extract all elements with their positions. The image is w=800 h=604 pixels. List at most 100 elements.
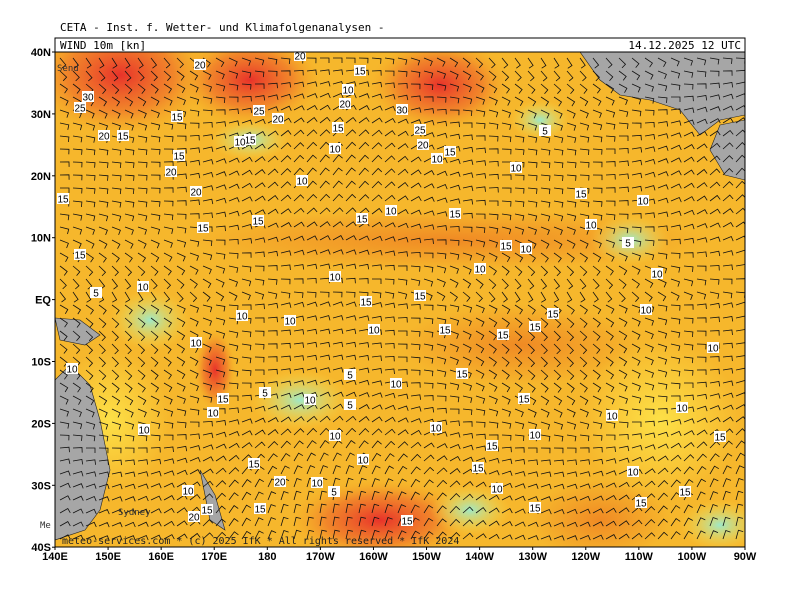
label-bg [182,485,194,496]
place: Me [40,521,51,531]
contour-label: 10 [236,312,248,323]
contour-label: 5 [347,401,353,412]
label-bg [575,188,587,199]
label-bg [449,208,461,219]
label-bg [329,143,341,154]
label-bg [173,150,185,161]
label-bg [585,219,597,230]
contour-label: 10 [491,485,503,496]
label-bg [74,102,86,113]
label-bg [472,462,484,473]
contour-label: 10 [640,306,652,317]
label-bg [244,134,256,145]
contour-label: 5 [347,371,353,382]
lat-label: 30N [31,109,51,121]
contour-label: 15 [547,310,559,321]
contour-labels: 2020151020302515252030252015101510515102… [57,52,726,528]
contour-label: 10 [357,456,369,467]
label-bg [66,363,78,374]
label-bg [637,195,649,206]
contour-label: 15 [486,442,498,453]
label-bg [360,296,372,307]
label-bg [368,324,380,335]
contour-label: 15 [173,152,185,163]
contour-label: 10 [606,412,618,423]
contour-label: 15 [500,242,512,253]
label-bg [284,315,296,326]
contour-label: 15 [356,215,368,226]
label-bg [234,136,246,147]
label-bg [539,125,551,136]
label-bg [329,271,341,282]
lat-label: 10S [31,357,51,369]
lat-label: 30S [31,480,51,492]
label-bg [354,65,366,76]
contour-label: 15 [171,113,183,124]
label-bg [414,124,426,135]
contour-label: 5 [331,488,337,499]
contour-label: 15 [244,136,256,147]
label-bg [190,337,202,348]
contour-label: 30 [396,106,408,117]
label-bg [344,399,356,410]
contour-label: 15 [714,433,726,444]
contour-label: 15 [401,517,413,528]
label-bg [431,153,443,164]
contour-label: 15 [332,124,344,135]
label-bg [529,429,541,440]
label-bg [640,304,652,315]
contour-label: 20 [190,188,202,199]
contour-label: 15 [254,505,266,516]
lat-label: EQ [35,295,51,307]
label-bg [622,237,634,248]
contour-label: 15 [201,506,213,517]
place: Send [57,64,79,74]
contour-label: 15 [518,395,530,406]
label-bg [57,193,69,204]
lon-label: 170E [201,551,227,563]
label-bg [500,240,512,251]
contour-label: 15 [456,370,468,381]
contour-label: 20 [417,141,429,152]
contour-label: 20 [98,132,110,143]
lon-label: 120W [571,551,600,563]
contour-label: 10 [637,197,649,208]
contour-label: 10 [296,177,308,188]
label-bg [679,486,691,497]
contour-label: 15 [414,292,426,303]
contour-label: 25 [253,107,265,118]
label-bg [274,476,286,487]
lon-label: 140W [465,551,494,563]
contour-label: 5 [542,127,548,138]
label-bg [518,393,530,404]
label-bg [248,458,260,469]
label-bg [165,166,177,177]
label-bg [714,431,726,442]
label-bg [497,329,509,340]
contour-label: 15 [74,251,86,262]
contour-label: 10 [390,380,402,391]
label-bg [439,324,451,335]
label-bg [430,422,442,433]
label-bg [385,205,397,216]
place: Sydney [118,508,151,518]
contour-label: 10 [137,283,149,294]
label-bg [236,310,248,321]
contour-label: 10 [329,145,341,156]
contour-label: 10 [329,273,341,284]
contour-label: 10 [430,424,442,435]
lon-label: 160E [148,551,174,563]
label-bg [117,130,129,141]
contour-label: 10 [627,468,639,479]
contour-label: 10 [474,265,486,276]
contour-label: 15 [497,331,509,342]
source-title: CETA - Inst. f. Wetter- und Klimafolgena… [60,21,385,34]
label-bg [606,410,618,421]
contour-label: 10 [304,396,316,407]
lat-label: 20N [31,171,51,183]
label-bg [676,402,688,413]
label-bg [456,368,468,379]
contour-label: 15 [444,148,456,159]
contour-label: 30 [82,93,94,104]
label-bg [357,454,369,465]
